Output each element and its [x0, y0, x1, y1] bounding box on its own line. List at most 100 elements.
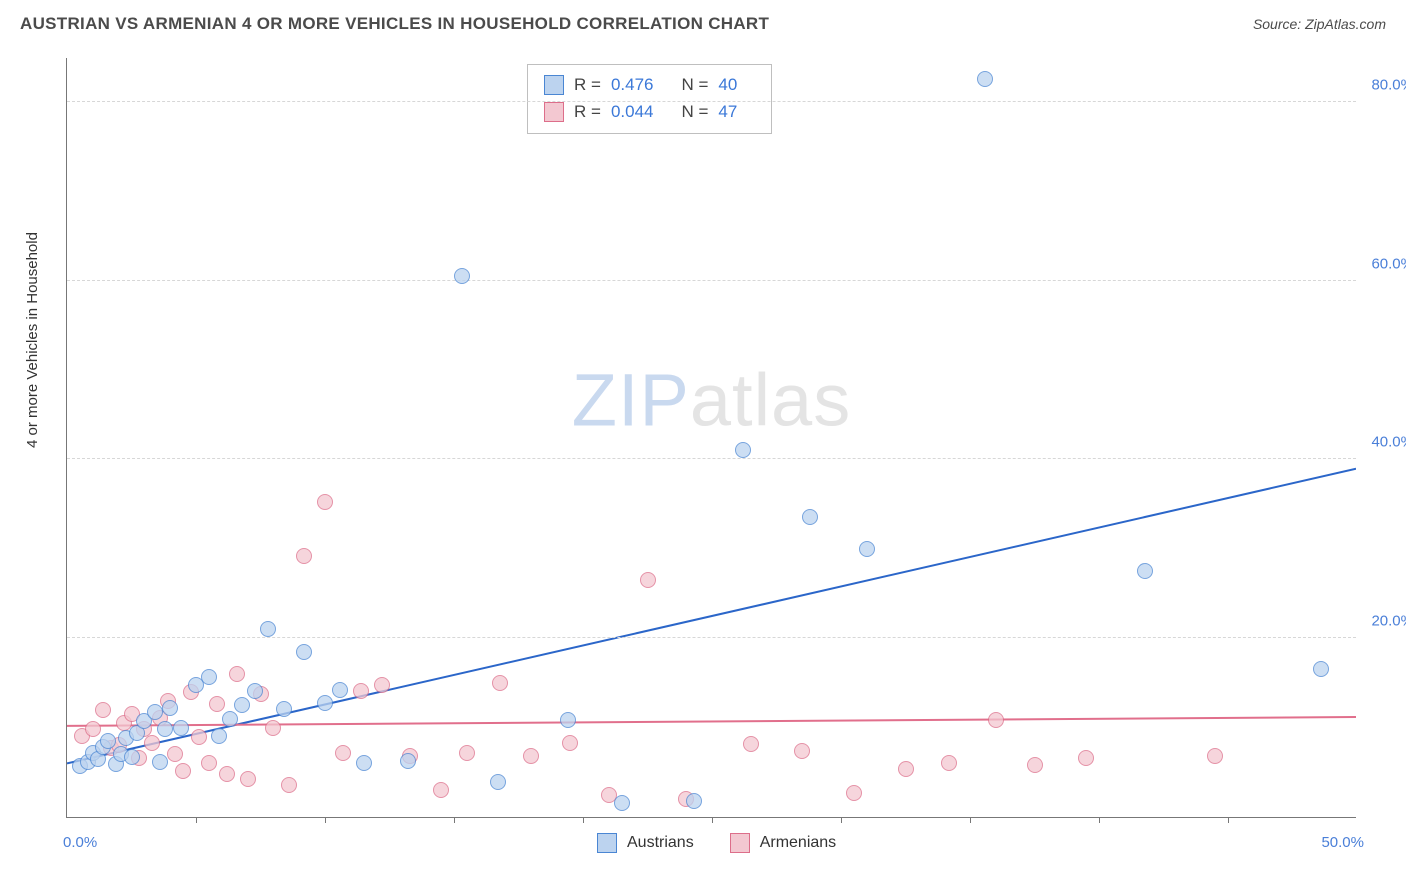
y-tick-label: 60.0% [1371, 255, 1406, 272]
swatch-armenians [730, 833, 750, 853]
legend-item-armenians: Armenians [730, 833, 836, 853]
chart-title: AUSTRIAN VS ARMENIAN 4 OR MORE VEHICLES … [20, 14, 769, 34]
data-point [374, 677, 390, 693]
data-point [296, 548, 312, 564]
data-point [794, 743, 810, 759]
data-point [802, 509, 818, 525]
data-point [686, 793, 702, 809]
x-tick-mark [583, 817, 584, 823]
swatch-austrians [597, 833, 617, 853]
x-tick-mark [970, 817, 971, 823]
r-label: R = [574, 98, 601, 125]
data-point [859, 541, 875, 557]
data-point [201, 669, 217, 685]
data-point [977, 71, 993, 87]
data-point [560, 712, 576, 728]
chart-header: AUSTRIAN VS ARMENIAN 4 OR MORE VEHICLES … [0, 0, 1406, 40]
data-point [260, 621, 276, 637]
data-point [562, 735, 578, 751]
data-point [95, 702, 111, 718]
data-point [191, 729, 207, 745]
watermark-zip: ZIP [572, 358, 690, 441]
data-point [211, 728, 227, 744]
x-tick-mark [454, 817, 455, 823]
data-point [173, 720, 189, 736]
data-point [317, 494, 333, 510]
data-point [240, 771, 256, 787]
data-point [144, 735, 160, 751]
y-tick-label: 40.0% [1371, 434, 1406, 451]
gridline-h [67, 637, 1356, 638]
x-tick-mark [325, 817, 326, 823]
data-point [152, 754, 168, 770]
data-point [743, 736, 759, 752]
chart-area: 4 or more Vehicles in Household ZIPatlas… [50, 48, 1390, 888]
series-legend: Austrians Armenians [597, 833, 836, 853]
regression-line [67, 469, 1356, 764]
r-value: 0.476 [611, 71, 654, 98]
data-point [735, 442, 751, 458]
legend-row-austrians: R = 0.476 N = 40 [544, 71, 755, 98]
x-tick-mark [196, 817, 197, 823]
data-point [400, 753, 416, 769]
r-label: R = [574, 71, 601, 98]
data-point [846, 785, 862, 801]
data-point [640, 572, 656, 588]
data-point [1207, 748, 1223, 764]
data-point [317, 695, 333, 711]
series-name: Austrians [627, 834, 694, 852]
data-point [175, 763, 191, 779]
data-point [523, 748, 539, 764]
x-tick-mark [841, 817, 842, 823]
data-point [1313, 661, 1329, 677]
gridline-h [67, 280, 1356, 281]
source-attribution: Source: ZipAtlas.com [1253, 16, 1386, 32]
data-point [247, 683, 263, 699]
data-point [222, 711, 238, 727]
data-point [209, 696, 225, 712]
n-value: 40 [718, 71, 737, 98]
n-label: N = [681, 71, 708, 98]
data-point [356, 755, 372, 771]
gridline-h [67, 458, 1356, 459]
data-point [234, 697, 250, 713]
x-tick-mark [1099, 817, 1100, 823]
correlation-legend: R = 0.476 N = 40 R = 0.044 N = 47 [527, 64, 772, 134]
data-point [167, 746, 183, 762]
watermark-atlas: atlas [690, 358, 851, 441]
data-point [157, 721, 173, 737]
gridline-h [67, 101, 1356, 102]
data-point [201, 755, 217, 771]
series-name: Armenians [760, 834, 836, 852]
data-point [162, 700, 178, 716]
regression-line [67, 717, 1356, 726]
data-point [281, 777, 297, 793]
plot-region: ZIPatlas R = 0.476 N = 40 R = 0.044 N = … [66, 58, 1356, 818]
data-point [941, 755, 957, 771]
data-point [335, 745, 351, 761]
data-point [265, 720, 281, 736]
x-tick-min: 0.0% [63, 834, 97, 851]
data-point [490, 774, 506, 790]
data-point [276, 701, 292, 717]
y-axis-label: 4 or more Vehicles in Household [24, 232, 41, 448]
y-tick-label: 80.0% [1371, 76, 1406, 93]
swatch-austrians [544, 75, 564, 95]
data-point [433, 782, 449, 798]
x-tick-mark [1228, 817, 1229, 823]
x-tick-max: 50.0% [1321, 834, 1364, 851]
y-tick-label: 20.0% [1371, 613, 1406, 630]
data-point [296, 644, 312, 660]
data-point [100, 733, 116, 749]
data-point [1027, 757, 1043, 773]
data-point [988, 712, 1004, 728]
data-point [85, 721, 101, 737]
data-point [1137, 563, 1153, 579]
r-value: 0.044 [611, 98, 654, 125]
swatch-armenians [544, 102, 564, 122]
data-point [614, 795, 630, 811]
data-point [459, 745, 475, 761]
data-point [124, 749, 140, 765]
data-point [898, 761, 914, 777]
x-tick-mark [712, 817, 713, 823]
